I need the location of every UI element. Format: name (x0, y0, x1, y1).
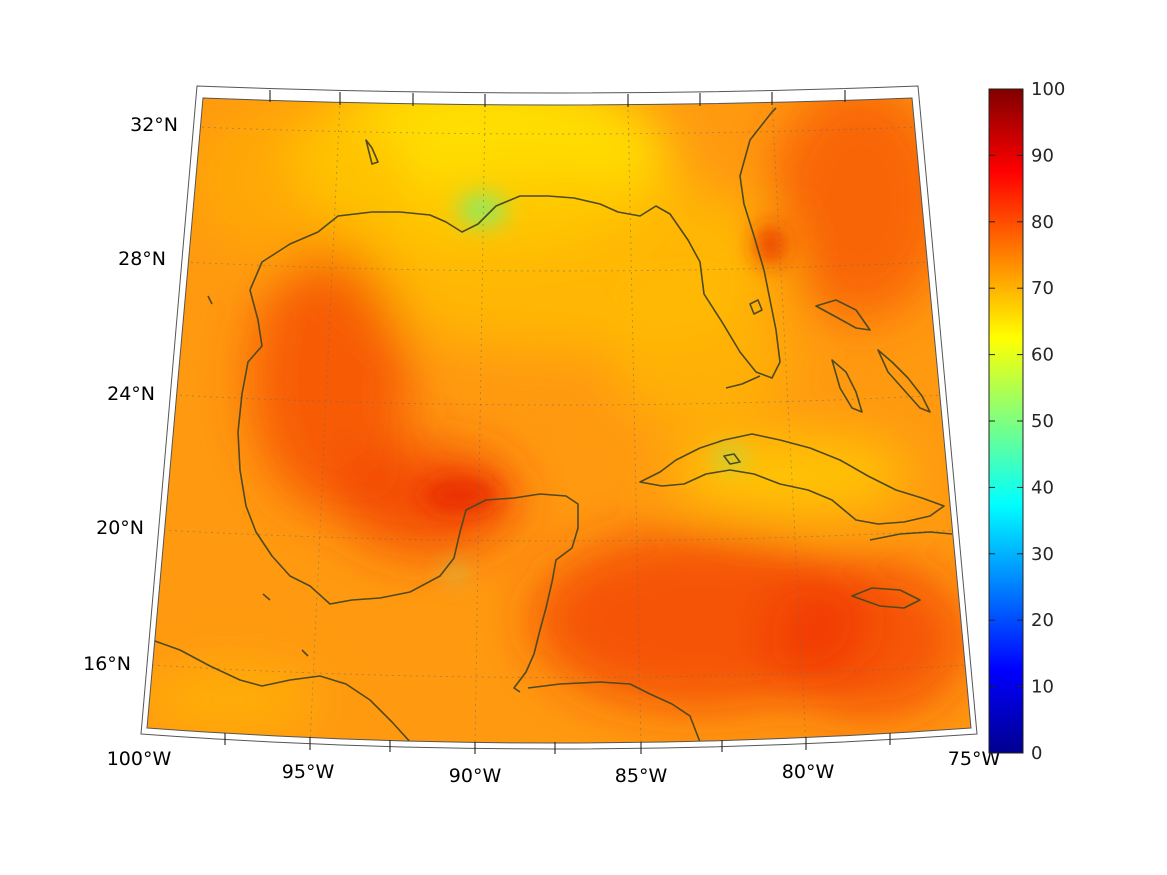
lon-label-85w: 85°W (615, 765, 668, 787)
coastlines (151, 107, 953, 743)
colorbar-tick-label: 90 (1031, 145, 1054, 166)
lon-label-75w: 75°W (948, 748, 1001, 770)
colorbar-tick-label: 30 (1031, 544, 1054, 565)
colorbar-tick-label: 80 (1031, 212, 1054, 233)
colorbar: 0 10 20 30 40 50 60 70 80 90 100 (988, 79, 1065, 764)
lon-label-90w: 90°W (449, 765, 502, 787)
map-outline (146, 97, 972, 744)
colorbar-tick-label: 0 (1031, 743, 1042, 764)
frame-ticks (224, 90, 891, 754)
latitude-labels: 32°N 28°N 24°N 20°N 16°N (83, 114, 178, 675)
lat-label-32: 32°N (130, 114, 178, 136)
graticule (151, 99, 968, 743)
lon-label-80w: 80°W (782, 761, 835, 783)
lat-label-20: 20°N (96, 517, 144, 539)
map-outline-outer (140, 85, 978, 750)
colorbar-tick-label: 50 (1031, 411, 1054, 432)
colorbar-tick-label: 70 (1031, 278, 1054, 299)
lat-label-28: 28°N (118, 248, 166, 270)
colorbar-tick-label: 10 (1031, 677, 1054, 698)
lat-label-16: 16°N (83, 653, 131, 675)
colorbar-tick-label: 100 (1031, 79, 1065, 100)
humidity-field (147, 98, 971, 743)
colorbar-tick-label: 20 (1031, 610, 1054, 631)
colorbar-tick-label: 60 (1031, 345, 1054, 366)
lat-label-24: 24°N (107, 383, 155, 405)
colorbar-tick-label: 40 (1031, 477, 1054, 498)
lon-label-100w: 100°W (107, 748, 172, 770)
lon-label-95w: 95°W (282, 761, 335, 783)
longitude-labels: 100°W 95°W 90°W 85°W 80°W 75°W (107, 748, 1001, 787)
